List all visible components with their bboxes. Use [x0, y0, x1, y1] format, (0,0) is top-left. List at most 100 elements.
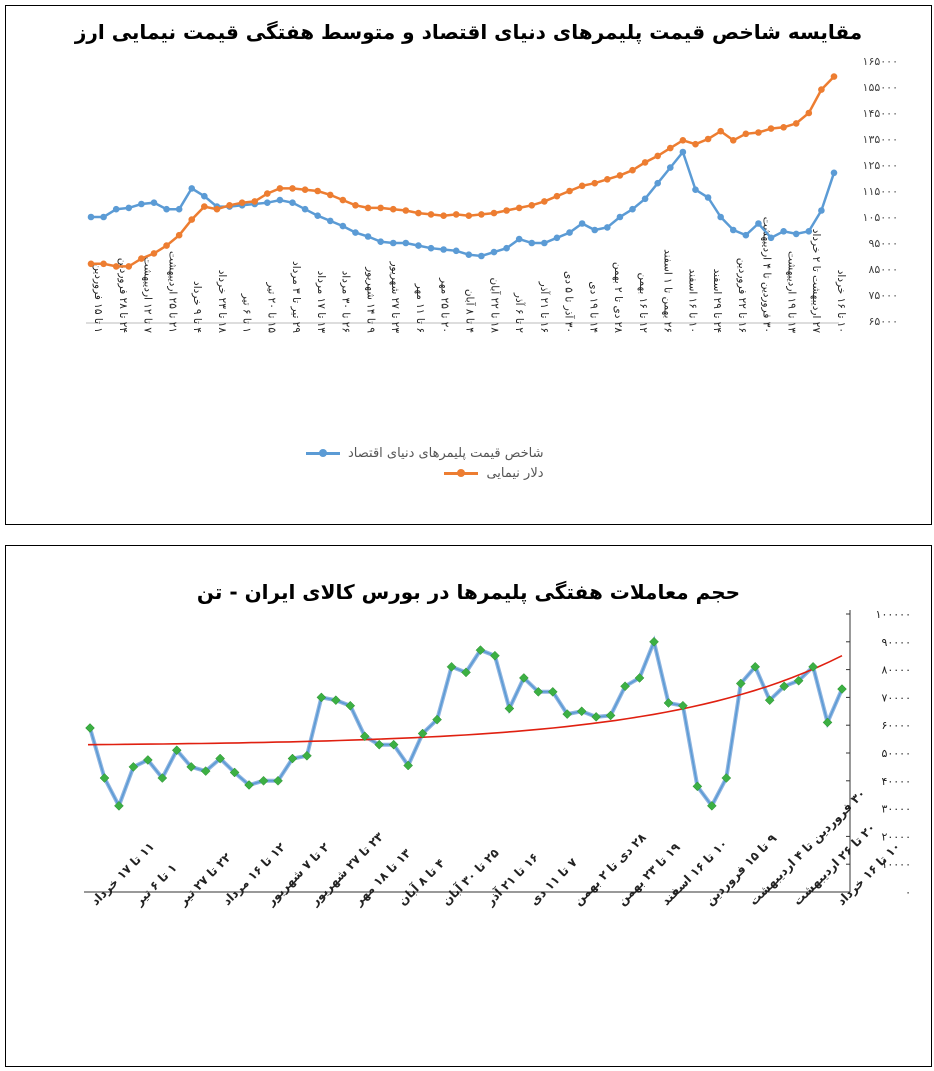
- x-tick-label: ۱ تا ۶ تیر: [241, 293, 253, 333]
- data-point: [377, 204, 384, 212]
- data-point: [85, 723, 95, 733]
- x-tick-label: ۲۶ بهمن تا ۱ اسفند: [662, 249, 674, 333]
- data-point: [490, 248, 498, 256]
- data-point: [345, 700, 356, 711]
- data-point: [717, 213, 724, 221]
- data-point: [764, 695, 775, 706]
- x-tick-label: ۹ تا ۱۴ شهریور: [364, 266, 376, 333]
- y-tick-label: ۹۵۰۰۰: [868, 237, 898, 250]
- data-point: [163, 242, 170, 249]
- x-tick-label: ۲۸ دی تا ۲ بهمن: [571, 830, 649, 908]
- data-point: [188, 185, 196, 192]
- data-point: [87, 213, 95, 221]
- data-point: [475, 645, 486, 655]
- data-point: [566, 229, 573, 236]
- legend-swatch-orange: [444, 468, 479, 477]
- y-tick-label: ۰: [905, 886, 911, 899]
- x-tick-label: ۱۳ تا ۱۷ مرداد: [315, 271, 327, 334]
- data-point: [729, 137, 737, 144]
- data-point: [258, 775, 269, 786]
- data-point: [389, 239, 397, 247]
- x-tick-label: ۱۴ تا ۱۹ دی: [587, 281, 599, 333]
- data-point: [238, 199, 246, 206]
- data-point: [742, 231, 750, 239]
- data-point: [576, 706, 587, 717]
- data-point: [742, 130, 750, 138]
- data-point: [604, 224, 611, 231]
- data-point: [605, 710, 616, 721]
- data-point: [578, 182, 586, 190]
- chart-title: حجم معاملات هفتگی پلیمرها در بورس کالای …: [196, 580, 741, 604]
- data-point: [388, 739, 399, 750]
- data-point: [504, 703, 515, 714]
- chart-legend: شاخص قیمت پلیمرهای دنیای اقتصاد دلار نیم…: [306, 443, 544, 483]
- data-point: [402, 239, 410, 247]
- data-point: [150, 199, 158, 206]
- data-point: [138, 255, 145, 262]
- legend-swatch-blue: [306, 448, 340, 457]
- data-point: [374, 739, 385, 750]
- data-point: [541, 239, 548, 247]
- x-tick-label: ۲۹ تیر تا ۳ مرداد: [290, 261, 302, 333]
- data-point: [692, 186, 699, 193]
- data-point: [302, 750, 312, 761]
- x-tick-label: ۲۴ تا ۲۸ فروردین: [117, 258, 129, 333]
- y-tick-label: ۴۰۰۰۰: [881, 775, 911, 788]
- data-point: [226, 202, 233, 209]
- data-point: [478, 211, 485, 218]
- x-tick-label: ۲۳ تا ۲۷ شهریور: [307, 829, 387, 909]
- data-point: [138, 200, 145, 208]
- data-point: [822, 717, 833, 728]
- data-point: [326, 191, 334, 199]
- data-point: [692, 140, 699, 148]
- data-point: [547, 686, 558, 697]
- x-tick-label: ۲۳ تا ۲۷ شهریور: [389, 260, 401, 333]
- data-point: [440, 212, 447, 219]
- legend-item-nima-dollar: دلار نیمایی: [306, 463, 544, 483]
- data-point: [780, 228, 787, 235]
- series-line-trade-volume: [89, 639, 843, 808]
- data-point: [818, 86, 825, 93]
- data-point: [755, 129, 762, 136]
- y-tick-label: ۷۵۰۰۰: [868, 289, 898, 302]
- data-point: [314, 187, 321, 195]
- data-point: [112, 263, 120, 270]
- y-tick-label: ۵۰۰۰۰: [881, 747, 911, 760]
- data-point: [229, 767, 240, 778]
- data-point: [415, 209, 422, 217]
- data-point: [654, 179, 661, 187]
- data-point: [415, 242, 422, 249]
- data-point: [114, 800, 124, 811]
- y-tick-label: ۱۶۵۰۰۰: [863, 55, 898, 68]
- legend-label: دلار نیمایی: [486, 465, 544, 481]
- x-tick-label: ۱۲ تا ۱۶ بهمن: [637, 272, 649, 333]
- data-point: [157, 773, 168, 783]
- data-point: [326, 217, 334, 225]
- data-point: [629, 205, 636, 213]
- data-point: [780, 124, 787, 131]
- data-point: [403, 760, 414, 771]
- x-tick-label: ۱۵ تا ۲۰ تیر: [265, 281, 277, 333]
- data-point: [465, 212, 473, 219]
- y-tick-label: ۱۴۵۰۰۰: [863, 107, 898, 120]
- data-point: [679, 137, 687, 144]
- data-point: [276, 196, 284, 204]
- data-point: [767, 234, 775, 242]
- data-point: [750, 661, 761, 672]
- data-point: [461, 667, 471, 678]
- trade-volume-chart: ۰ ۱۰۰۰۰ ۲۰۰۰۰ ۳۰۰۰۰ ۴۰۰۰۰ ۵۰۰۰۰ ۶۰۰۰۰ ۷۰۰۰۰ ۸۰۰۰…: [84, 608, 911, 910]
- x-tick-label: ۱۸ تا ۲۲ آبان: [488, 278, 501, 334]
- data-point: [273, 775, 283, 786]
- data-point: [100, 213, 107, 221]
- data-point: [175, 231, 183, 239]
- legend-label: شاخص قیمت پلیمرهای دنیای اقتصاد: [348, 445, 544, 461]
- data-point: [515, 235, 523, 243]
- data-point: [452, 211, 460, 218]
- data-point: [150, 250, 158, 257]
- y-tick-label: ۹۰۰۰۰: [881, 636, 911, 649]
- data-point: [663, 698, 674, 708]
- data-point: [830, 73, 838, 80]
- data-point: [452, 247, 460, 255]
- data-point: [793, 675, 804, 686]
- data-point: [654, 152, 661, 160]
